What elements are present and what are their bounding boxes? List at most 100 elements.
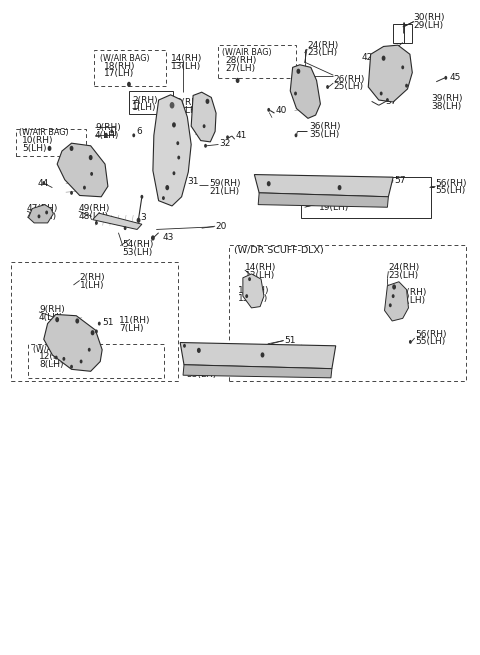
Text: 55(LH): 55(LH) — [416, 337, 446, 346]
Polygon shape — [28, 204, 53, 223]
Text: 24(RH): 24(RH) — [307, 41, 338, 50]
Circle shape — [88, 348, 91, 352]
Circle shape — [141, 195, 144, 198]
Circle shape — [401, 66, 404, 69]
Text: 3: 3 — [141, 213, 146, 222]
Text: 27(LH): 27(LH) — [226, 64, 256, 73]
Circle shape — [389, 303, 392, 307]
Circle shape — [98, 322, 101, 326]
Text: 26(RH): 26(RH) — [396, 288, 427, 297]
Circle shape — [83, 185, 86, 189]
Text: 22(RH): 22(RH) — [319, 196, 350, 204]
Circle shape — [45, 210, 48, 214]
Text: 25(LH): 25(LH) — [333, 83, 363, 92]
Text: 32: 32 — [219, 140, 231, 148]
Text: 56(RH): 56(RH) — [435, 179, 467, 187]
Circle shape — [409, 340, 412, 344]
Circle shape — [405, 84, 408, 88]
Circle shape — [245, 294, 248, 298]
Text: 53(LH): 53(LH) — [186, 370, 216, 379]
Bar — [129, 91, 173, 115]
Text: 54(RH): 54(RH) — [123, 240, 154, 249]
Text: 59(RH): 59(RH) — [209, 179, 240, 188]
Text: 1(LH): 1(LH) — [132, 103, 157, 113]
Text: 44: 44 — [37, 179, 49, 188]
Polygon shape — [368, 45, 412, 102]
Text: (W/AIR BAG): (W/AIR BAG) — [33, 345, 83, 354]
Polygon shape — [384, 282, 408, 321]
Text: 47(RH): 47(RH) — [27, 204, 59, 213]
Circle shape — [62, 357, 65, 361]
Text: (W/DR SCUFF-DLX): (W/DR SCUFF-DLX) — [234, 246, 324, 255]
Text: 46(LH): 46(LH) — [27, 212, 57, 221]
Circle shape — [48, 146, 51, 151]
Circle shape — [95, 221, 98, 225]
Circle shape — [165, 185, 169, 190]
Circle shape — [226, 136, 229, 140]
Text: 9(RH): 9(RH) — [39, 305, 65, 314]
Text: 14(RH): 14(RH) — [245, 263, 276, 272]
Text: 31: 31 — [187, 178, 199, 186]
Bar — [28, 344, 164, 379]
Text: 13(LH): 13(LH) — [245, 271, 275, 280]
Bar — [301, 177, 432, 217]
Text: 36(RH): 36(RH) — [310, 122, 341, 131]
Circle shape — [55, 356, 58, 360]
Circle shape — [70, 365, 73, 369]
Circle shape — [137, 217, 141, 223]
Text: 4(LH): 4(LH) — [95, 131, 120, 140]
Text: 25(LH): 25(LH) — [396, 295, 426, 305]
Circle shape — [326, 85, 329, 89]
Text: 30(RH): 30(RH) — [414, 13, 445, 22]
Text: (W/AIR BAG): (W/AIR BAG) — [100, 54, 149, 63]
Circle shape — [124, 226, 127, 230]
Text: 9(RH): 9(RH) — [95, 123, 121, 132]
Text: 16(RH): 16(RH) — [238, 286, 269, 295]
Circle shape — [70, 146, 73, 151]
Circle shape — [37, 214, 40, 218]
Circle shape — [386, 98, 389, 102]
Circle shape — [127, 82, 131, 87]
Circle shape — [267, 108, 270, 112]
Text: 50: 50 — [348, 198, 360, 206]
Circle shape — [42, 181, 45, 185]
Text: 38(LH): 38(LH) — [432, 102, 462, 111]
Text: 19(LH): 19(LH) — [319, 204, 349, 212]
Bar — [16, 129, 86, 157]
Polygon shape — [183, 365, 332, 378]
Circle shape — [392, 284, 396, 290]
Polygon shape — [93, 213, 142, 229]
Text: 16(RH): 16(RH) — [170, 98, 202, 107]
Circle shape — [172, 172, 175, 175]
Text: 2(RH): 2(RH) — [80, 273, 105, 282]
Circle shape — [95, 329, 98, 333]
Text: 20: 20 — [215, 221, 227, 231]
Text: 54(RH): 54(RH) — [186, 362, 218, 371]
Circle shape — [444, 76, 447, 80]
Text: 43: 43 — [162, 233, 174, 242]
Circle shape — [297, 69, 300, 74]
Circle shape — [248, 277, 251, 281]
Circle shape — [55, 317, 59, 322]
Circle shape — [80, 360, 83, 364]
Text: 23(LH): 23(LH) — [307, 48, 337, 58]
Bar — [11, 262, 178, 381]
Text: 18(RH): 18(RH) — [104, 62, 135, 71]
Bar — [218, 45, 297, 78]
Circle shape — [205, 99, 209, 104]
Text: 12(RH): 12(RH) — [39, 352, 71, 362]
Text: 1(LH): 1(LH) — [80, 281, 104, 290]
Text: 42: 42 — [361, 53, 372, 62]
Polygon shape — [153, 95, 191, 206]
Circle shape — [295, 134, 298, 138]
Text: 7(LH): 7(LH) — [120, 324, 144, 333]
Text: 51: 51 — [102, 318, 114, 328]
Text: 24(RH): 24(RH) — [388, 263, 420, 272]
Text: 57: 57 — [394, 176, 406, 185]
Text: 17(LH): 17(LH) — [104, 69, 134, 78]
Polygon shape — [290, 65, 321, 119]
Polygon shape — [243, 274, 264, 308]
Circle shape — [236, 78, 240, 83]
Text: 8(LH): 8(LH) — [39, 360, 63, 369]
Polygon shape — [57, 143, 108, 196]
